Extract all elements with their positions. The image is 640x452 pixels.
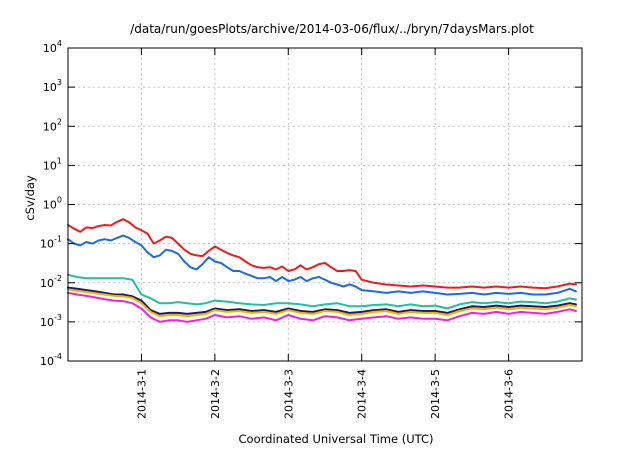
- series-line-2: [67, 234, 577, 296]
- y-tick-label: 10-4: [40, 352, 62, 368]
- x-tick-label: 2014-3-4: [356, 369, 369, 419]
- series-line-6: [67, 291, 577, 323]
- y-tick-label: 10-3: [40, 313, 62, 329]
- y-tick-label: 10-2: [40, 274, 62, 290]
- x-tick-label: 2014-3-5: [429, 369, 442, 419]
- x-axis-label: Coordinated Universal Time (UTC): [239, 432, 434, 446]
- x-tick-label: 2014-3-1: [135, 369, 148, 419]
- y-tick-label: 103: [43, 78, 62, 94]
- series-line-3: [67, 273, 577, 310]
- y-tick-label: 101: [43, 156, 62, 172]
- chart-title: /data/run/goesPlots/archive/2014-03-06/f…: [130, 22, 534, 36]
- y-tick-label: 102: [43, 117, 62, 133]
- series-line-5: [67, 288, 577, 318]
- y-tick-label: 104: [43, 39, 62, 55]
- axes: 10-4 10-3 10-2 10-1 100 101 102 103 104 2014-3-1 2…: [40, 39, 582, 419]
- y-tick-label: 10-1: [40, 235, 62, 251]
- y-tick-label: 100: [43, 196, 62, 212]
- y-axis-label: cSv/day: [23, 175, 37, 221]
- x-tick-label: 2014-3-2: [209, 369, 222, 419]
- series-line-1: [67, 218, 577, 290]
- x-tick-label: 2014-3-6: [503, 369, 516, 419]
- series-group: [67, 218, 577, 323]
- series-line-4: [67, 286, 577, 315]
- plot-frame: [67, 47, 583, 362]
- x-tick-label: 2014-3-3: [282, 369, 295, 419]
